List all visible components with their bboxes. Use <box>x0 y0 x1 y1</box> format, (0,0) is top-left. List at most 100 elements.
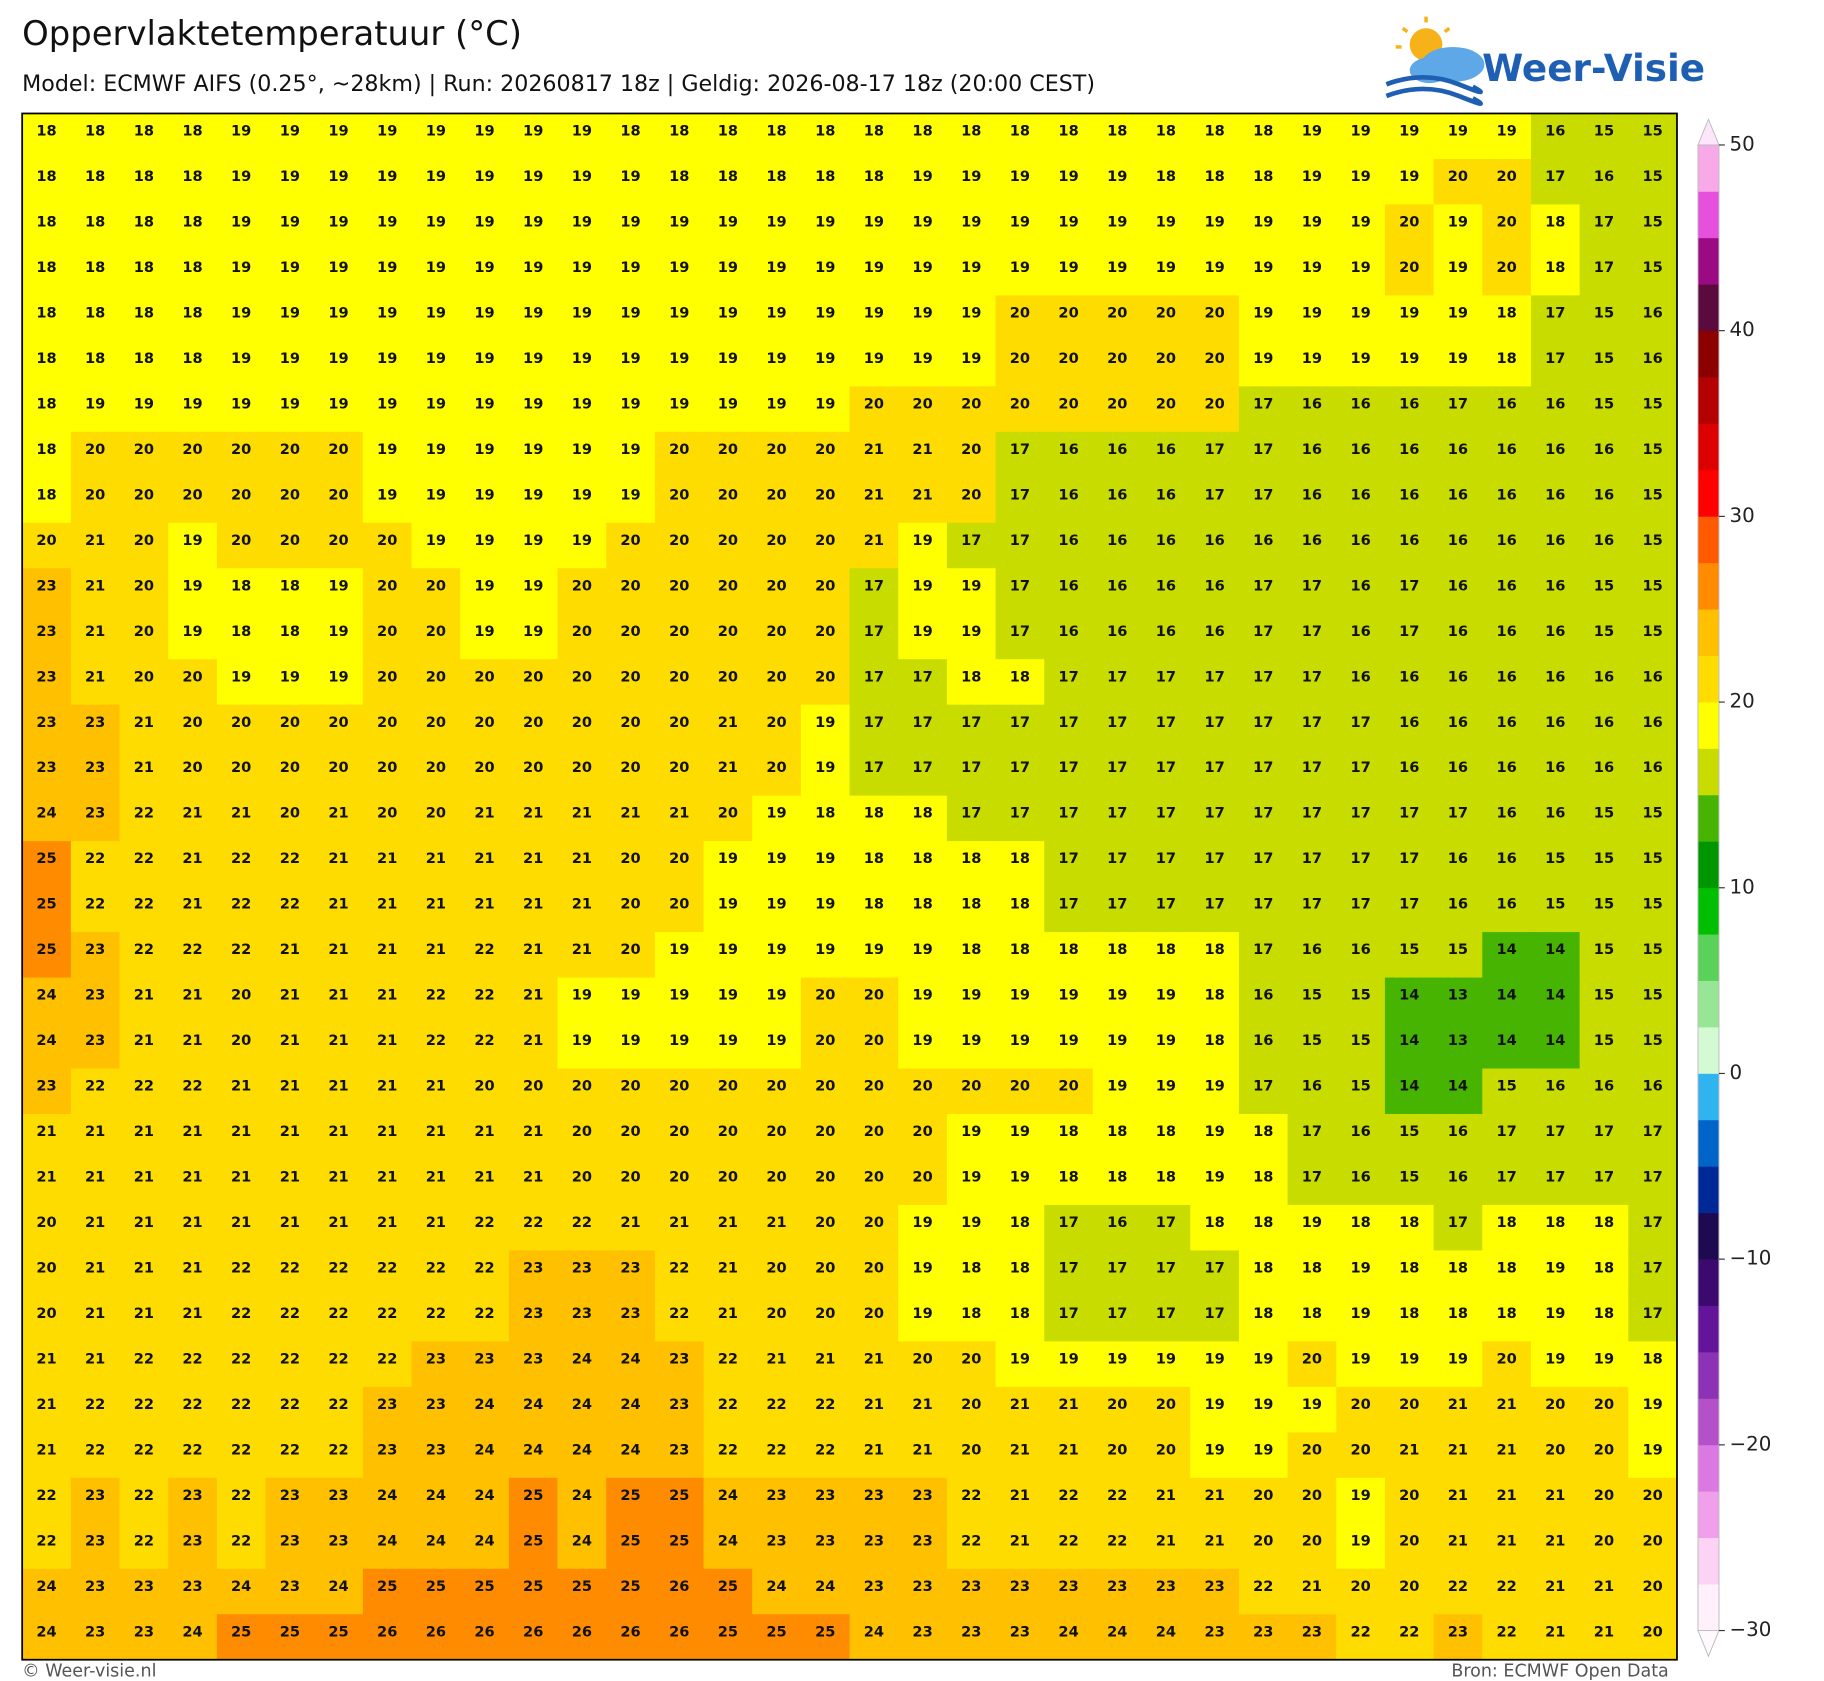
temperature-cell <box>800 113 851 160</box>
temperature-cell <box>557 568 607 615</box>
temperature-label: 23 <box>864 1487 884 1504</box>
temperature-label: 16 <box>1594 668 1614 685</box>
temperature-cell <box>411 1477 461 1524</box>
temperature-cell <box>1044 1477 1094 1524</box>
temperature-label: 20 <box>864 1259 884 1276</box>
temperature-cell <box>995 1250 1045 1297</box>
temperature-label: 19 <box>864 941 884 958</box>
temperature-label: 21 <box>134 1214 154 1231</box>
temperature-cell <box>703 886 753 933</box>
temperature-label: 19 <box>572 168 592 185</box>
temperature-label: 20 <box>1058 1078 1078 1095</box>
colorbar-extend-bottom <box>1697 1630 1720 1658</box>
temperature-cell <box>314 841 364 888</box>
temperature-label: 18 <box>1448 1259 1468 1276</box>
temperature-label: 21 <box>134 987 154 1004</box>
temperature-label: 20 <box>134 441 154 458</box>
temperature-cell <box>1141 1614 1191 1661</box>
colorbar-box <box>1697 469 1719 517</box>
temperature-label: 20 <box>1204 395 1224 412</box>
temperature-label: 19 <box>1204 1078 1224 1095</box>
temperature-cell <box>265 886 315 933</box>
temperature-cell <box>411 477 461 524</box>
temperature-label: 17 <box>1253 668 1273 685</box>
temperature-label: 20 <box>669 1078 689 1095</box>
temperature-label: 19 <box>426 304 446 321</box>
temperature-cell <box>460 1113 510 1161</box>
temperature-label: 15 <box>1642 486 1662 503</box>
temperature-cell <box>606 113 656 160</box>
temperature-label: 19 <box>766 805 786 822</box>
temperature-cell <box>22 477 72 524</box>
temperature-cell <box>1384 932 1435 979</box>
temperature-cell <box>1141 886 1191 933</box>
temperature-label: 19 <box>718 987 738 1004</box>
temperature-cell <box>606 386 656 433</box>
temperature-cell <box>119 340 169 388</box>
temperature-cell <box>1238 932 1289 979</box>
temperature-label: 17 <box>1642 1214 1662 1231</box>
temperature-cell <box>849 1068 899 1115</box>
temperature-cell <box>800 522 851 569</box>
temperature-cell <box>1190 113 1240 160</box>
temperature-cell <box>1628 750 1678 797</box>
temperature-label: 16 <box>1642 714 1662 731</box>
temperature-label: 19 <box>426 395 446 412</box>
temperature-label: 18 <box>1204 1032 1224 1049</box>
temperature-label: 17 <box>1350 896 1370 913</box>
temperature-label: 20 <box>961 1078 981 1095</box>
temperature-cell <box>898 158 948 206</box>
temperature-cell <box>752 522 802 569</box>
temperature-cell <box>1384 1204 1435 1252</box>
temperature-cell <box>1044 204 1094 251</box>
temperature-label: 21 <box>718 1214 738 1231</box>
temperature-cell <box>1190 1341 1240 1388</box>
temperature-label: 21 <box>1010 1441 1030 1458</box>
temperature-cell <box>22 1614 72 1661</box>
temperature-cell <box>1287 1568 1337 1615</box>
temperature-cell <box>1433 750 1483 797</box>
temperature-label: 23 <box>1156 1578 1176 1595</box>
temperature-label: 23 <box>766 1532 786 1549</box>
temperature-cell <box>1579 522 1629 569</box>
temperature-cell <box>1238 1295 1289 1343</box>
temperature-cell <box>22 659 72 706</box>
temperature-cell <box>216 795 267 842</box>
temperature-cell <box>314 886 364 933</box>
temperature-label: 20 <box>620 714 640 731</box>
temperature-label: 19 <box>426 213 446 230</box>
temperature-label: 17 <box>1010 759 1030 776</box>
temperature-cell <box>1530 1113 1581 1161</box>
temperature-label: 20 <box>1642 1578 1662 1595</box>
temperature-label: 20 <box>669 759 689 776</box>
temperature-label: 17 <box>961 759 981 776</box>
temperature-label: 18 <box>182 304 202 321</box>
temperature-cell <box>362 1204 413 1252</box>
temperature-cell <box>946 1023 997 1070</box>
temperature-label: 15 <box>1642 259 1662 276</box>
temperature-label: 24 <box>864 1623 884 1640</box>
temperature-label: 18 <box>1107 941 1127 958</box>
temperature-label: 19 <box>718 850 738 867</box>
temperature-label: 18 <box>182 168 202 185</box>
temperature-cell <box>411 204 461 251</box>
temperature-label: 20 <box>620 532 640 549</box>
temperature-label: 20 <box>815 441 835 458</box>
temperature-cell <box>22 613 72 660</box>
temperature-label: 19 <box>1350 1350 1370 1367</box>
temperature-label: 19 <box>523 350 543 367</box>
temperature-label: 18 <box>669 123 689 140</box>
temperature-label: 19 <box>864 213 884 230</box>
temperature-label: 19 <box>280 668 300 685</box>
temperature-label: 21 <box>912 441 932 458</box>
temperature-label: 20 <box>377 623 397 640</box>
temperature-label: 19 <box>815 213 835 230</box>
temperature-cell <box>1092 477 1143 524</box>
temperature-label: 15 <box>1594 850 1614 867</box>
temperature-label: 22 <box>1496 1623 1516 1640</box>
temperature-label: 20 <box>766 759 786 776</box>
temperature-label: 20 <box>1545 1396 1565 1413</box>
temperature-label: 19 <box>182 532 202 549</box>
temperature-label: 22 <box>474 941 494 958</box>
temperature-label: 24 <box>766 1578 786 1595</box>
